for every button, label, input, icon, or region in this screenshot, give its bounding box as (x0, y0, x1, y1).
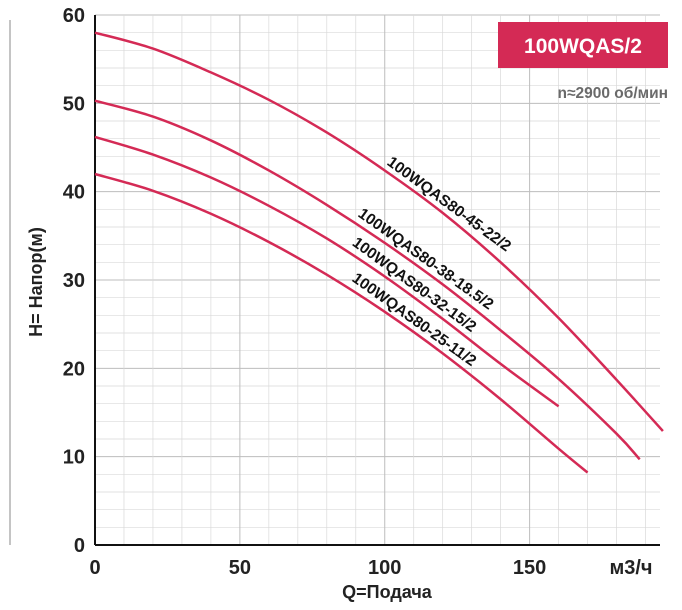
x-tick-label: 0 (89, 557, 100, 579)
chart-tick-labels: 0 10 20 30 40 50 60 0 50 100 150 (63, 5, 547, 579)
model-badge (498, 22, 668, 68)
series-curve (94, 31, 664, 432)
chart-grid (94, 14, 660, 546)
x-tick-label: 100 (368, 557, 401, 579)
chart-series (94, 31, 664, 474)
chart-axes (9, 15, 660, 546)
x-tick-label: 50 (229, 557, 251, 579)
series-curve (94, 172, 589, 474)
y-tick-label: 40 (63, 182, 85, 204)
chart-title: 100WQAS/2 (524, 35, 642, 58)
chart-subtitle: n≈2900 об/мин (558, 85, 668, 102)
series-curve (94, 135, 560, 408)
y-tick-label: 50 (63, 93, 85, 115)
series-curve (94, 99, 641, 461)
y-tick-label: 60 (63, 5, 85, 27)
y-tick-label: 10 (63, 447, 85, 469)
x-axis-unit: м3/ч (609, 557, 652, 579)
x-axis-title: Q=Подача (342, 582, 433, 602)
y-axis-title: H= Напор(м) (26, 227, 46, 337)
y-tick-label: 20 (63, 358, 85, 380)
x-tick-label: 150 (513, 557, 546, 579)
y-tick-label: 30 (63, 270, 85, 292)
chart-series-labels: 100WQAS80-45-22/2100WQAS80-38-18.5/2100W… (349, 154, 514, 370)
y-tick-label: 0 (74, 535, 85, 557)
